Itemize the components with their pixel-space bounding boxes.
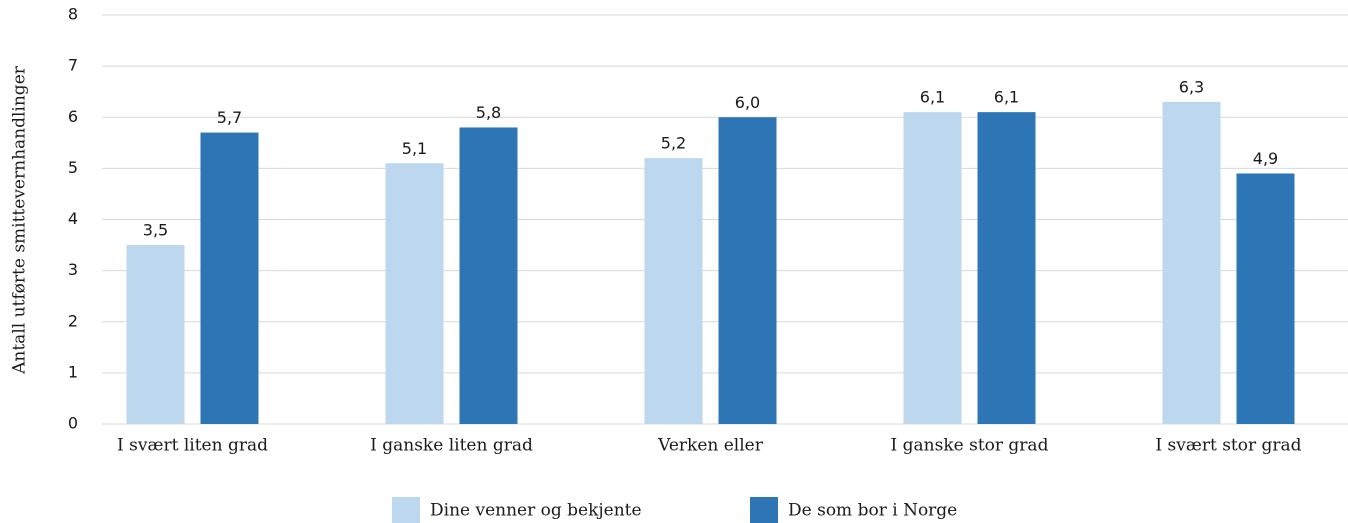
x-tick-label: Verken eller bbox=[657, 436, 764, 456]
legend-swatch bbox=[750, 497, 778, 523]
y-tick-label: 4 bbox=[68, 209, 78, 228]
x-tick-label: I svært liten grad bbox=[117, 436, 268, 456]
bar bbox=[459, 127, 518, 424]
y-tick-label: 8 bbox=[68, 5, 78, 24]
x-tick-label: I svært stor grad bbox=[1155, 436, 1301, 456]
legend-swatch bbox=[392, 497, 420, 523]
x-tick-label: I ganske stor grad bbox=[891, 436, 1049, 456]
bar bbox=[977, 112, 1036, 424]
bar bbox=[718, 117, 777, 424]
y-tick-label: 2 bbox=[68, 311, 78, 330]
y-tick-label: 7 bbox=[68, 56, 78, 75]
bar bbox=[1162, 101, 1221, 424]
data-label: 5,2 bbox=[661, 134, 686, 153]
y-tick-label: 6 bbox=[68, 107, 78, 126]
data-label: 5,7 bbox=[217, 108, 242, 127]
data-label: 6,0 bbox=[735, 93, 760, 112]
y-tick-label: 5 bbox=[68, 158, 78, 177]
data-label: 3,5 bbox=[143, 221, 168, 240]
bar bbox=[644, 158, 703, 424]
bar bbox=[903, 112, 962, 424]
data-label: 5,1 bbox=[402, 139, 427, 158]
bar bbox=[1236, 173, 1295, 424]
bar bbox=[126, 245, 185, 424]
legend-label: Dine venner og bekjente bbox=[430, 501, 642, 521]
y-axis-label: Antall utførte smittevernhandlinger bbox=[10, 65, 30, 375]
data-label: 6,1 bbox=[994, 88, 1019, 107]
data-label: 5,8 bbox=[476, 103, 501, 122]
y-tick-label: 1 bbox=[68, 362, 78, 381]
y-tick-label: 3 bbox=[68, 260, 78, 279]
bar bbox=[200, 132, 259, 424]
legend-label: De som bor i Norge bbox=[788, 501, 957, 521]
data-label: 6,1 bbox=[920, 88, 945, 107]
x-tick-label: I ganske liten grad bbox=[370, 436, 533, 456]
data-label: 6,3 bbox=[1179, 77, 1204, 96]
y-tick-label: 0 bbox=[68, 414, 78, 433]
data-label: 4,9 bbox=[1253, 149, 1278, 168]
bar bbox=[385, 163, 444, 424]
